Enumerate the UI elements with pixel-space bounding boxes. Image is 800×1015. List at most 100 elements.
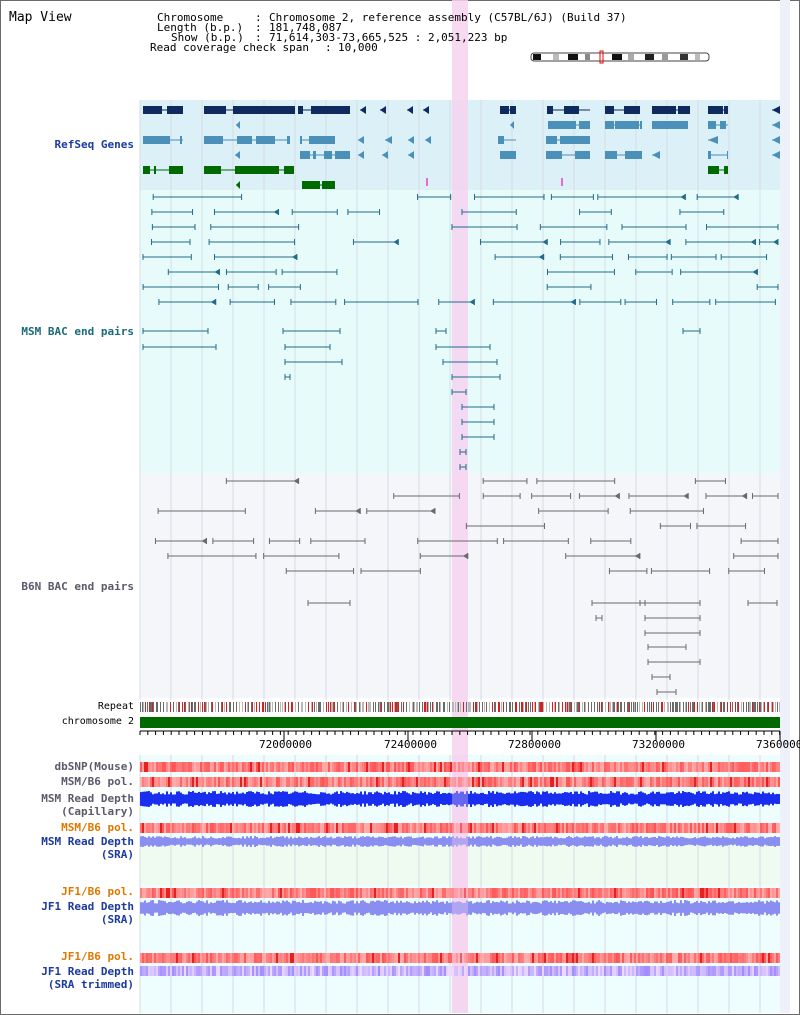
jf1-trim-depth-cell (504, 966, 506, 976)
jf1-trim-depth-cell (364, 966, 366, 976)
track-label-msm-b6-pol-2[interactable]: MSM/B6 pol. (61, 821, 134, 834)
jf1-trim-depth-cell (194, 966, 196, 976)
jf1-b6-pol-cell (208, 888, 210, 898)
jf1-b6-pol-cell (706, 888, 708, 898)
repeat-mark (601, 702, 602, 712)
msm-b6-pol2-cell (760, 823, 762, 833)
dbsnp-cell (776, 762, 778, 772)
jf1-b6-pol2-cell (510, 953, 512, 963)
repeat-mark (222, 702, 223, 712)
jf1-b6-pol-cell (404, 888, 406, 898)
repeat-mark (284, 702, 285, 712)
msm-depth-cap-bar (430, 792, 432, 806)
msm-depth-sra-bar (214, 838, 216, 845)
msm-depth-cap-bar (284, 791, 286, 807)
jf1-b6-pol-cell (140, 888, 142, 898)
jf1-depth-sra-bar (304, 902, 306, 914)
msm-b6-pol2-cell (682, 823, 684, 833)
msm-b6-pol2-cell (668, 823, 670, 833)
msm-depth-cap-bar (312, 793, 314, 805)
msm-b6-pol2-cell (316, 823, 318, 833)
jf1-b6-pol2-cell (614, 953, 616, 963)
msm-b6-pol2-cell (718, 823, 720, 833)
repeat-mark (662, 702, 663, 712)
repeat-mark (579, 702, 580, 712)
gene-exon (204, 136, 223, 144)
msm-depth-sra-bar (484, 837, 486, 846)
track-label-jf1-b6-pol[interactable]: JF1/B6 pol. (61, 885, 134, 898)
repeat-mark (479, 702, 480, 712)
track-label-msm-depth-cap[interactable]: MSM Read Depth (41, 792, 134, 805)
msm-b6-pol-cell (414, 777, 416, 787)
msm-b6-pol2-cell (626, 823, 628, 833)
jf1-depth-sra-bar (638, 901, 640, 915)
jf1-b6-pol2-cell (562, 953, 564, 963)
msm-depth-cap-bar (192, 791, 194, 807)
msm-b6-pol2-cell (568, 823, 570, 833)
jf1-trim-depth-cell (666, 966, 668, 976)
msm-b6-pol2-cell (534, 823, 536, 833)
jf1-b6-pol-cell (592, 888, 594, 898)
jf1-trim-depth-cell (446, 966, 448, 976)
dbsnp-cell (354, 762, 356, 772)
msm-b6-pol-cell (310, 777, 312, 787)
msm-b6-pol2-cell (636, 823, 638, 833)
msm-b6-pol-cell (568, 777, 570, 787)
msm-depth-sra-bar (290, 836, 292, 847)
repeat-mark (512, 702, 513, 712)
msm-depth-cap-bar (270, 793, 272, 805)
jf1-trim-depth-cell (730, 966, 732, 976)
jf1-depth-sra-bar (700, 900, 702, 916)
jf1-depth-sra-bar (190, 901, 192, 915)
jf1-b6-pol2-cell (392, 953, 394, 963)
msm-b6-pol2-cell (434, 823, 436, 833)
jf1-depth-sra-bar (740, 902, 742, 914)
track-label-dbsnp[interactable]: dbSNP(Mouse) (54, 760, 134, 773)
msm-depth-sra-bar (352, 838, 354, 845)
msm-depth-sra-bar (262, 837, 264, 846)
jf1-trim-depth-cell (476, 966, 478, 976)
msm-b6-pol-cell (296, 777, 298, 787)
msm-b6-pol2-cell (356, 823, 358, 833)
dbsnp-cell (546, 762, 548, 772)
repeat-mark (565, 702, 566, 712)
jf1-trim-depth-cell (488, 966, 490, 976)
msm-depth-cap-bar (640, 791, 642, 807)
jf1-b6-pol-cell (644, 888, 646, 898)
repeat-mark (282, 702, 283, 712)
msm-b6-pol-cell (160, 777, 162, 787)
msm-depth-sra-bar (744, 836, 746, 847)
track-label-refseq[interactable]: RefSeq Genes (54, 138, 134, 151)
track-label-jf1-depth-trim[interactable]: JF1 Read Depth (41, 965, 134, 978)
msm-b6-pol2-cell (514, 823, 516, 833)
jf1-depth-sra-bar (390, 901, 392, 915)
dbsnp-cell (314, 762, 316, 772)
track-label-msm-b6-pol[interactable]: MSM/B6 pol. (61, 775, 134, 788)
msm-depth-cap-bar (426, 794, 428, 804)
repeat-mark (743, 702, 744, 712)
jf1-b6-pol2-cell (626, 953, 628, 963)
jf1-depth-sra-bar (456, 901, 458, 915)
msm-depth-cap-bar (206, 794, 208, 804)
repeat-mark (403, 702, 404, 712)
track-label-b6n-bac[interactable]: B6N BAC end pairs (21, 580, 134, 593)
msm-b6-pol2-cell (446, 823, 448, 833)
msm-b6-pol-cell (284, 777, 286, 787)
jf1-trim-depth-cell (522, 966, 524, 976)
msm-depth-sra-bar (280, 836, 282, 847)
msm-b6-pol-cell (484, 777, 486, 787)
track-label-jf1-depth-sra[interactable]: JF1 Read Depth (41, 900, 134, 913)
msm-depth-cap-bar (750, 793, 752, 805)
jf1-b6-pol2-cell (244, 953, 246, 963)
jf1-trim-depth-cell (722, 966, 724, 976)
msm-b6-pol2-cell (606, 823, 608, 833)
msm-b6-pol-cell (746, 777, 748, 787)
msm-depth-cap-bar (432, 793, 434, 805)
msm-b6-pol-cell (388, 777, 390, 787)
track-label-jf1-b6-pol-2[interactable]: JF1/B6 pol. (61, 950, 134, 963)
dbsnp-cell (760, 762, 762, 772)
repeat-mark (535, 702, 536, 712)
track-label-msm-depth-sra[interactable]: MSM Read Depth (41, 835, 134, 848)
track-label-msm-bac[interactable]: MSM BAC end pairs (21, 325, 134, 338)
msm-b6-pol-cell (598, 777, 600, 787)
